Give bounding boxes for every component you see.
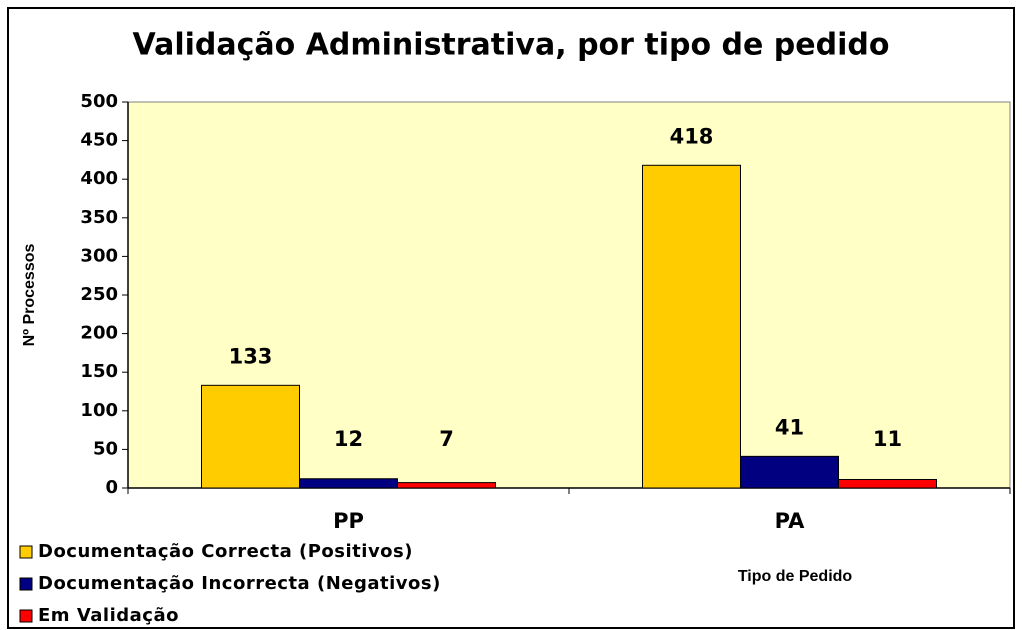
legend-label: Em Validação xyxy=(38,605,179,626)
y-tick-label: 300 xyxy=(80,245,118,266)
y-tick-label: 400 xyxy=(80,168,118,189)
bar xyxy=(642,164,741,489)
data-label: 12 xyxy=(334,427,363,451)
x-axis-title: Tipo de Pedido xyxy=(738,568,853,585)
chart-title: Validação Administrativa, por tipo de pe… xyxy=(133,28,890,63)
legend-swatch xyxy=(19,609,33,623)
y-tick-label: 150 xyxy=(80,361,118,382)
y-tick-label: 450 xyxy=(80,130,118,151)
data-label: 133 xyxy=(229,344,273,368)
y-tick-label: 350 xyxy=(80,207,118,228)
x-tick-label: PA xyxy=(775,509,805,533)
y-axis-title: Nº Processos xyxy=(21,244,38,347)
data-label: 41 xyxy=(775,415,804,439)
y-tick-label: 0 xyxy=(105,477,118,498)
bar xyxy=(740,455,839,489)
legend-swatch xyxy=(19,577,33,591)
bar xyxy=(201,384,300,489)
y-tick-label: 200 xyxy=(80,323,118,344)
legend-label: Documentação Correcta (Positivos) xyxy=(38,541,413,562)
data-label: 418 xyxy=(670,124,714,148)
y-tick-label: 500 xyxy=(80,91,118,112)
y-tick-label: 100 xyxy=(80,400,118,421)
y-tick-label: 50 xyxy=(93,438,118,459)
legend-swatch xyxy=(19,545,33,559)
bar xyxy=(397,482,496,489)
data-label: 11 xyxy=(873,427,902,451)
legend-label: Documentação Incorrecta (Negativos) xyxy=(38,573,441,594)
data-label: 7 xyxy=(439,427,454,451)
bar xyxy=(838,479,937,489)
y-tick-label: 250 xyxy=(80,284,118,305)
x-tick-label: PP xyxy=(333,509,364,533)
bar xyxy=(299,478,398,489)
